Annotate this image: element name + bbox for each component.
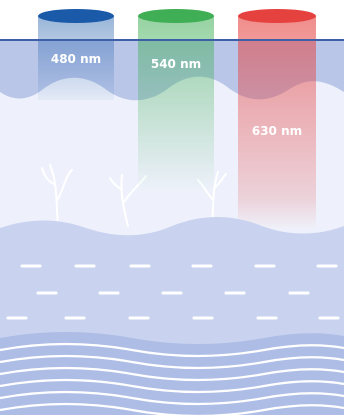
beam-480-label: 480 nm <box>51 52 101 66</box>
deep-wave-lines <box>0 342 344 415</box>
beam-540-label: 540 nm <box>151 57 201 71</box>
beam-630-label: 630 nm <box>252 124 302 138</box>
beam-480: 480 nm <box>38 9 114 100</box>
beam-630: 630 nm <box>238 9 316 230</box>
deep-layer <box>0 332 344 415</box>
tissue-dashes <box>6 264 340 320</box>
beam-540: 540 nm <box>138 9 214 192</box>
capillary-branches <box>41 164 227 227</box>
